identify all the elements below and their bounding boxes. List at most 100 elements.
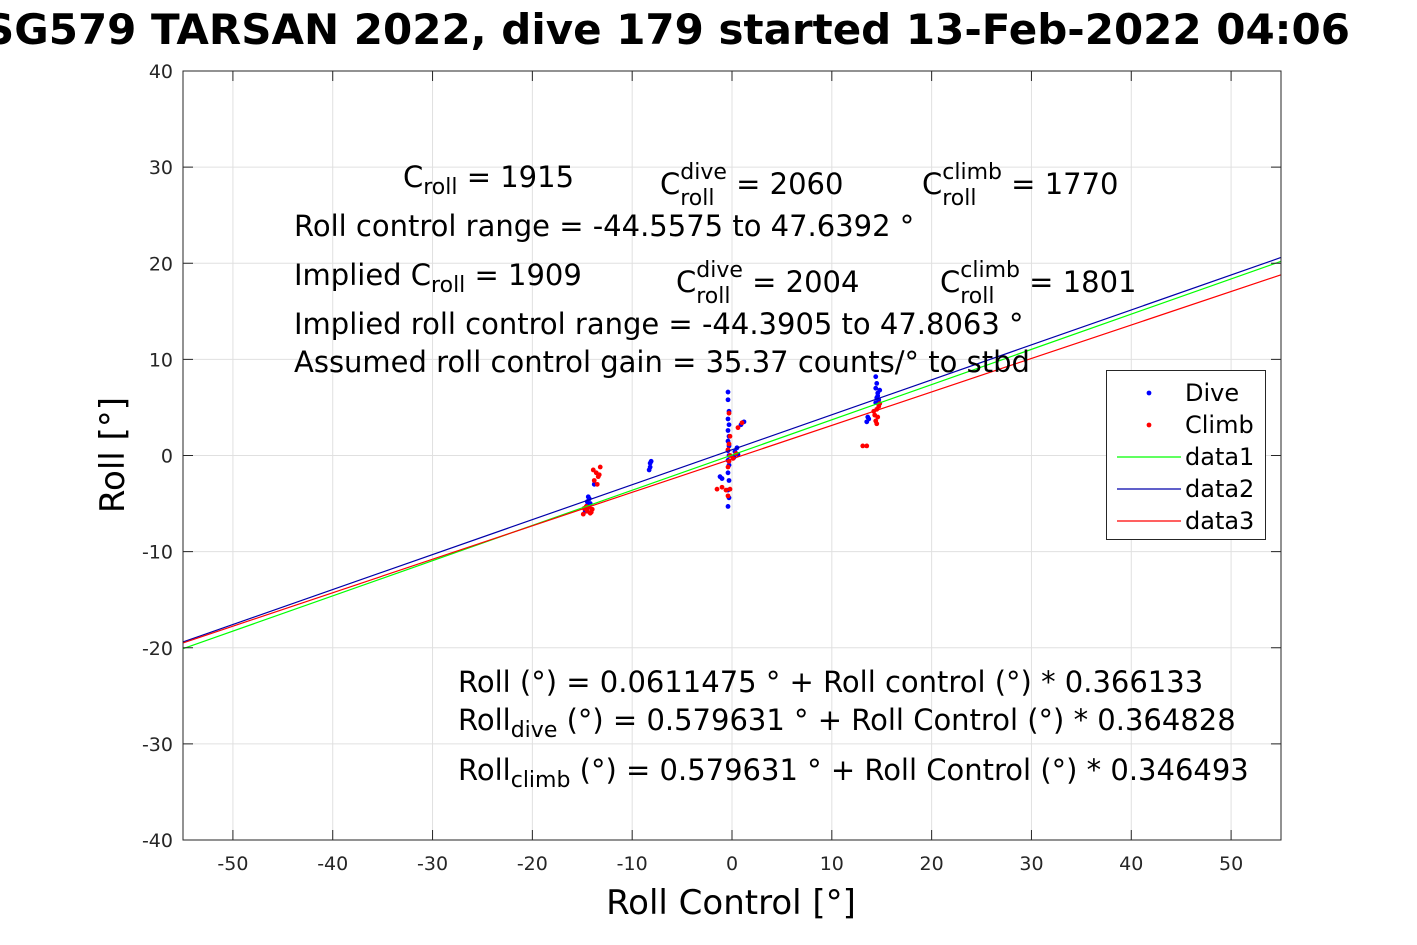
legend-entry-data2: data2 <box>1107 473 1265 505</box>
implied-c-climb-label: C <box>940 265 961 299</box>
fit-climb-rest: (°) = 0.579631 ° + Roll Control (°) * 0.… <box>570 753 1249 787</box>
fit-climb-sub: climb <box>510 767 571 793</box>
x-axis-label: Roll Control [°] <box>606 883 856 923</box>
data-point-climb <box>727 433 733 439</box>
c-climb-value: = 1770 <box>1001 167 1119 201</box>
data-point-climb <box>725 493 731 499</box>
x-tick-label: 0 <box>726 853 738 875</box>
data-point-dive <box>646 467 652 473</box>
c-dive-label: C <box>660 167 681 201</box>
assumed-gain-annotation: Assumed roll control gain = 35.37 counts… <box>294 345 1030 379</box>
data-point-dive <box>877 387 883 393</box>
c-dive-sup: dive <box>680 160 727 185</box>
implied-c-dive-value: = 2004 <box>742 265 860 299</box>
data-point-dive <box>726 422 732 428</box>
x-tick-label: -30 <box>417 853 448 875</box>
data-point-dive <box>725 504 731 509</box>
series-data3 <box>182 274 1282 644</box>
x-tick-label: -40 <box>317 853 348 875</box>
implied-c-climb-sub: roll <box>960 284 995 309</box>
data-point-climb <box>597 464 603 470</box>
series-line-data1 <box>182 260 1282 650</box>
chart-title-text: SG579 TARSAN 2022, dive 179 started 13-F… <box>0 5 1350 54</box>
fit-dive-annotation: Rolldive (°) = 0.579631 ° + Roll Control… <box>458 703 1236 741</box>
y-tick-label: 30 <box>149 157 173 179</box>
y-tick-label: -40 <box>142 830 173 852</box>
data-point-climb <box>594 481 600 487</box>
y-tick-label: 10 <box>149 349 173 371</box>
c-climb-label: C <box>922 167 943 201</box>
implied-c-dive-label: C <box>676 265 697 299</box>
data-point-dive <box>865 414 871 420</box>
data-point-climb <box>874 421 880 427</box>
data-point-climb <box>588 509 594 515</box>
implied-c-roll-annotation: Implied Croll = 1909 <box>294 258 582 296</box>
legend-entry-dive: Dive <box>1107 377 1265 409</box>
x-tick-label: -50 <box>217 853 248 875</box>
data-point-climb <box>590 467 596 473</box>
legend-label-data1: data1 <box>1185 443 1255 471</box>
series-line-data3 <box>182 274 1282 644</box>
y-tick-label: 40 <box>149 61 173 83</box>
data-point-climb <box>719 484 725 490</box>
legend-label-data3: data3 <box>1185 507 1255 535</box>
data-point-dive <box>725 397 731 403</box>
legend-symbol-data2 <box>1117 488 1181 490</box>
fit-dive-rest: (°) = 0.579631 ° + Roll Control (°) * 0.… <box>557 703 1236 737</box>
legend-entry-climb: Climb <box>1107 409 1265 441</box>
legend-symbol-climb <box>1146 422 1152 428</box>
legend-symbol-data3 <box>1117 520 1181 522</box>
data-point-dive <box>725 428 731 433</box>
c-roll-label: C <box>403 160 424 194</box>
c-roll-value: = 1915 <box>457 160 575 194</box>
fit-climb-label: Roll <box>458 753 511 787</box>
axis-ticks: -50 -40 -30 -20 -10 0 10 20 30 40 50 -40 -30 -20 -10 0 1… <box>142 61 1281 875</box>
data-point-climb <box>735 425 741 431</box>
data-point-dive <box>725 470 731 476</box>
legend-label-dive: Dive <box>1185 379 1240 407</box>
c-climb-sup: climb <box>942 160 1002 185</box>
implied-c-roll-label: Implied C <box>294 258 432 292</box>
fit-climb-annotation: Rollclimb (°) = 0.579631 ° + Roll Contro… <box>458 753 1249 791</box>
c-climb-sub: roll <box>942 186 977 211</box>
data-point-climb <box>591 478 597 483</box>
y-tick-label: -30 <box>142 734 173 756</box>
x-tick-label: 20 <box>920 853 944 875</box>
series-data1 <box>182 260 1282 650</box>
implied-c-climb-sup: climb <box>960 258 1020 283</box>
x-tick-label: -20 <box>517 853 548 875</box>
fit-all-annotation: Roll (°) = 0.0611475 ° + Roll control (°… <box>458 665 1204 699</box>
legend-entry-data1: data1 <box>1107 441 1265 473</box>
y-tick-label: -20 <box>142 638 173 660</box>
fit-dive-label: Roll <box>458 703 511 737</box>
data-point-climb <box>723 487 729 493</box>
c-roll-annotation: Croll = 1915 <box>403 160 575 198</box>
data-point-climb <box>864 443 870 449</box>
y-tick-label: 20 <box>149 253 173 275</box>
x-tick-label: -10 <box>617 853 648 875</box>
c-dive-sub: roll <box>680 186 715 211</box>
y-tick-label: -10 <box>142 542 173 564</box>
fit-dive-sub: dive <box>510 717 558 743</box>
data-point-climb <box>714 486 720 492</box>
implied-c-dive-sub: roll <box>696 284 731 309</box>
data-point-climb <box>727 486 733 492</box>
x-tick-label: 10 <box>820 853 844 875</box>
data-point-climb <box>725 464 731 470</box>
data-point-climb <box>726 410 732 416</box>
data-point-climb <box>580 511 586 517</box>
implied-c-roll-sub: roll <box>431 272 466 298</box>
series-data2 <box>182 256 1282 643</box>
legend-symbol-data1 <box>1117 456 1181 458</box>
x-tick-label: 40 <box>1119 853 1143 875</box>
x-tick-label: 30 <box>1019 853 1043 875</box>
roll-range-annotation: Roll control range = -44.5575 to 47.6392… <box>294 209 915 243</box>
legend-symbol-dive <box>1146 390 1152 396</box>
data-point-climb <box>739 420 745 426</box>
legend-entry-data3: data3 <box>1107 505 1265 537</box>
